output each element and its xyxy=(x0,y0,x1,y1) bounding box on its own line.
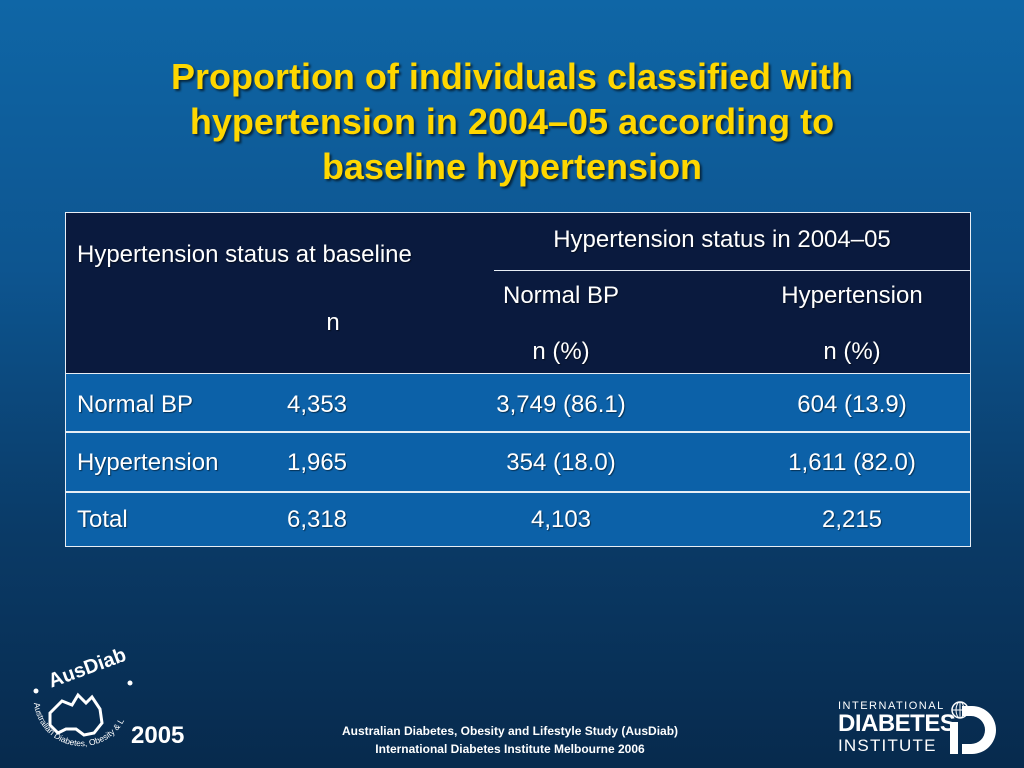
idi-emblem-icon xyxy=(950,701,996,754)
header-hypertension: Hypertension xyxy=(781,282,923,309)
row-label: Hypertension xyxy=(77,449,219,476)
header-subline xyxy=(494,270,970,271)
dot-icon xyxy=(33,688,39,694)
slide-title: Proportion of individuals classified wit… xyxy=(60,54,964,189)
header-n: n xyxy=(326,309,340,336)
title-line-2: hypertension in 2004–05 according to xyxy=(189,101,835,142)
header-normal-bp: Normal BP xyxy=(502,282,620,309)
row-label: Normal BP xyxy=(77,391,194,418)
title-line-1: Proportion of individuals classified wit… xyxy=(170,56,854,97)
ausdiab-wordmark: AusDiab xyxy=(45,644,129,692)
australia-map-icon xyxy=(48,692,104,737)
row-normal: 3,749 (86.1) xyxy=(496,391,626,418)
row-hyper: 604 (13.9) xyxy=(797,391,907,418)
header-n-pct-hyper: n (%) xyxy=(823,338,881,365)
idi-line-2: DIABETES xyxy=(838,710,956,737)
footer-line-2: International Diabetes Institute Melbour… xyxy=(375,742,645,756)
table-row: Total 6,318 4,103 2,215 xyxy=(66,493,970,546)
results-table: Hypertension status at baseline n Hypert… xyxy=(65,212,971,547)
idi-line-3: INSTITUTE xyxy=(838,736,937,755)
dot-icon xyxy=(127,680,133,686)
title-line-3: baseline hypertension xyxy=(321,146,703,187)
row-normal: 4,103 xyxy=(530,506,592,533)
row-n: 6,318 xyxy=(286,506,348,533)
row-divider xyxy=(66,491,970,493)
row-divider xyxy=(66,373,970,374)
ausdiab-logo: AusDiab Australian Diabetes, Obesity & L… xyxy=(20,643,133,748)
table-row: Hypertension 1,965 354 (18.0) 1,611 (82.… xyxy=(66,433,970,491)
row-n: 1,965 xyxy=(286,449,348,476)
table-row: Normal BP 4,353 3,749 (86.1) 604 (13.9) xyxy=(66,374,970,431)
row-hyper: 1,611 (82.0) xyxy=(788,449,916,476)
footer-credit: Australian Diabetes, Obesity and Lifesty… xyxy=(290,722,730,758)
year-label: 2005 xyxy=(131,722,185,749)
row-label: Total xyxy=(77,506,128,533)
footer-line-1: Australian Diabetes, Obesity and Lifesty… xyxy=(341,724,679,738)
row-hyper: 2,215 xyxy=(821,506,883,533)
idi-line-1: INTERNATIONAL xyxy=(838,700,945,712)
header-n-pct-normal: n (%) xyxy=(532,338,590,365)
header-followup: Hypertension status in 2004–05 xyxy=(553,226,891,253)
row-n: 4,353 xyxy=(286,391,348,418)
table-header: Hypertension status at baseline n Hypert… xyxy=(66,213,970,373)
header-baseline: Hypertension status at baseline xyxy=(77,241,412,268)
row-normal: 354 (18.0) xyxy=(506,449,616,476)
row-divider xyxy=(66,431,970,433)
idi-logo: INTERNATIONAL DIABETES INSTITUTE xyxy=(838,700,998,756)
